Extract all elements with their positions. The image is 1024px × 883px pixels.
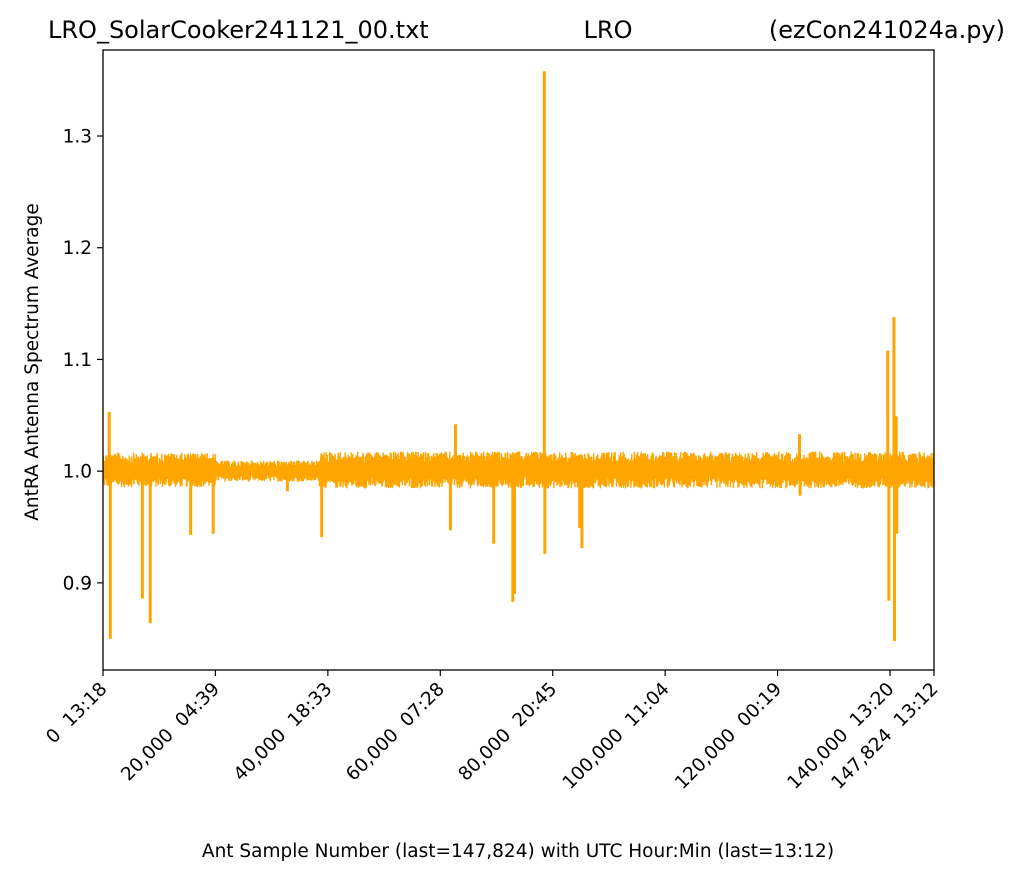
y-tick-label: 0.9 — [63, 573, 92, 594]
y-tick-label: 1.3 — [63, 127, 92, 148]
chart-title-center: LRO — [584, 16, 633, 44]
plot-area — [103, 71, 934, 641]
y-axis-label: AntRA Antenna Spectrum Average — [22, 203, 43, 520]
y-tick-label: 1.0 — [63, 462, 92, 483]
y-tick-label: 1.2 — [63, 238, 92, 259]
series-line-group — [103, 71, 934, 641]
series-noise-band — [214, 460, 320, 482]
x-axis-label: Ant Sample Number (last=147,824) with UT… — [202, 841, 834, 862]
chart-title-left: LRO_SolarCooker241121_00.txt — [48, 16, 429, 44]
chart-title-right: (ezCon241024a.py) — [769, 16, 1005, 44]
series-noise-band — [318, 451, 934, 489]
y-axis: 0.9 1.0 1.1 1.2 1.3 — [63, 127, 103, 594]
series-noise-band — [103, 452, 216, 488]
y-tick-label: 1.1 — [63, 350, 92, 371]
